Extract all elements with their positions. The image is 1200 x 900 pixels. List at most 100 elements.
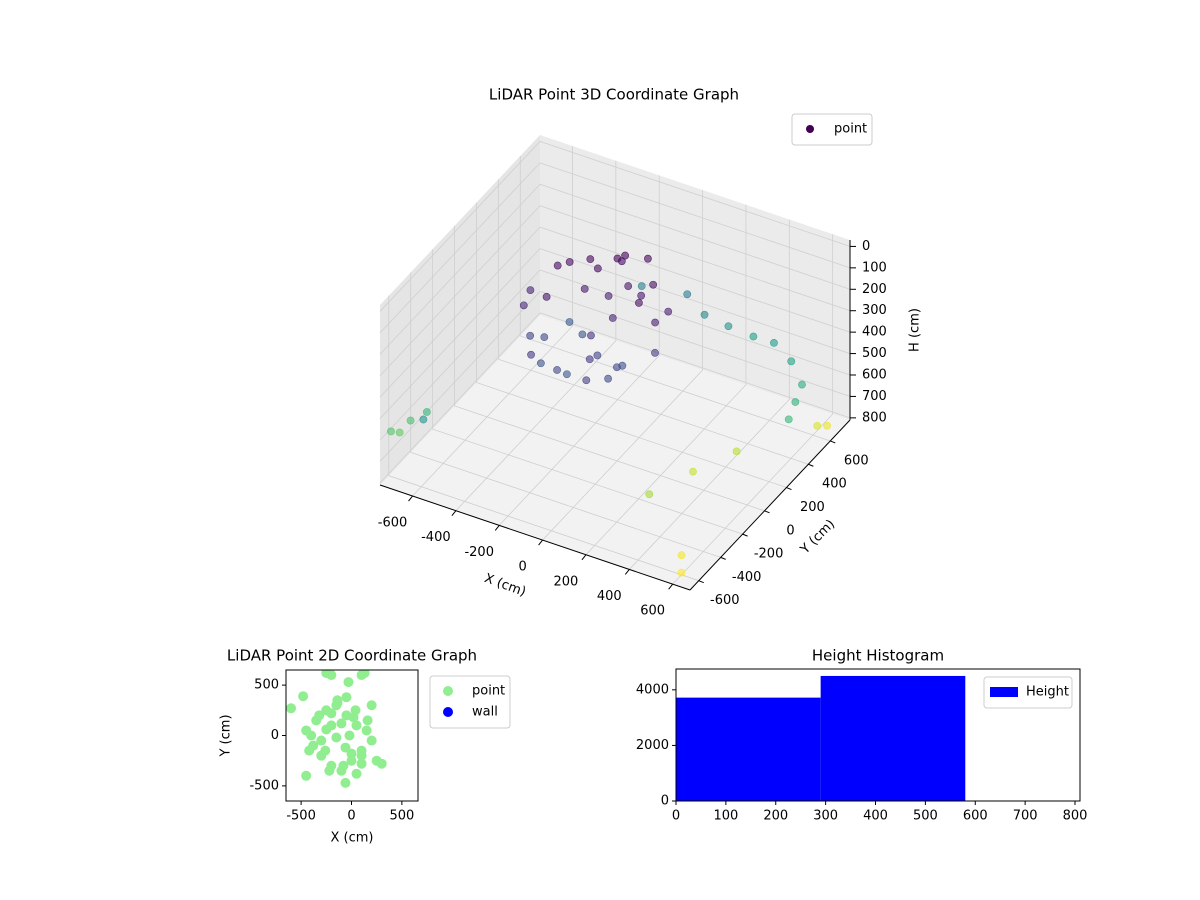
point: [651, 318, 660, 327]
point: [336, 718, 347, 729]
tick-mark: [581, 554, 587, 561]
legend-marker: [443, 707, 453, 717]
bar: [676, 697, 821, 801]
z-tick-label: 200: [862, 282, 887, 297]
point: [582, 376, 591, 385]
x-tick-label: 200: [554, 574, 579, 589]
z-tick-label: 500: [862, 346, 887, 361]
point: [316, 735, 327, 746]
legend-label: point: [472, 684, 505, 699]
tick-mark: [494, 525, 500, 531]
legend-swatch: [990, 687, 1018, 697]
grid-line: [520, 335, 831, 442]
legend-marker: [443, 686, 453, 696]
chart-title: LiDAR Point 3D Coordinate Graph: [489, 86, 739, 104]
point: [587, 331, 595, 340]
point: [540, 333, 549, 342]
tick-mark: [624, 569, 630, 575]
point: [320, 745, 331, 756]
point: [651, 348, 659, 357]
chart-2d: -500 0 500 -500 0 500 X (cm) Y (cm) LiDAR Point …: [219, 647, 511, 846]
z-axis-label: H (cm): [908, 308, 923, 352]
x-tick-label: -600: [378, 516, 408, 531]
point: [604, 374, 613, 383]
grid-line: [379, 226, 541, 398]
grid-line: [539, 162, 851, 269]
y-tick-label: 600: [844, 453, 869, 468]
point: [770, 338, 778, 347]
point: [593, 264, 602, 273]
point: [366, 700, 377, 711]
x-tick-label: 700: [1013, 809, 1038, 824]
tick-mark: [408, 495, 413, 502]
point: [359, 670, 370, 679]
point: [376, 758, 387, 769]
point: [689, 467, 697, 476]
tick-mark: [698, 580, 704, 584]
point: [351, 720, 362, 731]
point: [326, 670, 337, 681]
y-tick-label: -200: [754, 547, 784, 562]
point: [286, 703, 297, 714]
legend-frame: [983, 676, 1073, 709]
point: [356, 750, 367, 761]
point: [553, 261, 562, 270]
tick-mark: [808, 463, 814, 467]
y-tick-label: 200: [800, 500, 825, 515]
point: [362, 715, 373, 726]
grid-line: [585, 384, 747, 556]
x-tick-label: 300: [813, 809, 838, 824]
point: [346, 748, 357, 759]
legend-label: point: [834, 122, 867, 137]
x-tick-label: 200: [763, 809, 788, 824]
x-tick-label: 0: [347, 809, 355, 824]
point: [301, 770, 312, 781]
point: [617, 257, 626, 266]
x-tick-label: 600: [963, 809, 988, 824]
point: [677, 551, 686, 560]
grid-line: [454, 405, 765, 512]
point: [301, 725, 312, 736]
grid-line: [539, 248, 851, 354]
point: [637, 282, 646, 291]
grid-line: [379, 291, 541, 462]
point: [645, 490, 654, 499]
point: [644, 254, 652, 263]
tick-mark: [742, 533, 748, 537]
y-tick-label: 400: [822, 477, 847, 492]
point: [700, 310, 709, 319]
tick-mark: [720, 556, 726, 560]
y-tick-label: -400: [732, 570, 762, 585]
grid-line: [455, 340, 617, 511]
z-tick-label: 600: [862, 368, 887, 383]
chart-3d: -600-400-2000200400600-600-400-200020040…: [378, 86, 923, 619]
point: [395, 428, 404, 437]
grid-line: [539, 269, 851, 376]
y-tick-label: -500: [249, 778, 279, 793]
point: [683, 290, 692, 299]
x-tick-label: 800: [1063, 809, 1088, 824]
grid-line: [412, 325, 573, 497]
point: [344, 730, 355, 741]
grid-line: [539, 226, 851, 333]
tick-mark: [830, 440, 836, 444]
grid-line: [539, 183, 851, 290]
point: [527, 350, 535, 359]
point: [338, 760, 349, 771]
grid-line: [672, 413, 833, 585]
point: [553, 366, 561, 374]
point: [326, 708, 337, 719]
point: [565, 318, 574, 326]
chart-title: LiDAR Point 2D Coordinate Graph: [227, 647, 477, 665]
point: [331, 732, 342, 743]
point: [562, 370, 571, 379]
point: [519, 301, 528, 310]
floor-pane: [380, 315, 850, 590]
point: [422, 408, 431, 416]
point: [387, 427, 395, 436]
point: [823, 421, 831, 430]
y-tick-label: 0: [271, 728, 279, 743]
point: [321, 724, 332, 735]
point: [635, 299, 643, 307]
